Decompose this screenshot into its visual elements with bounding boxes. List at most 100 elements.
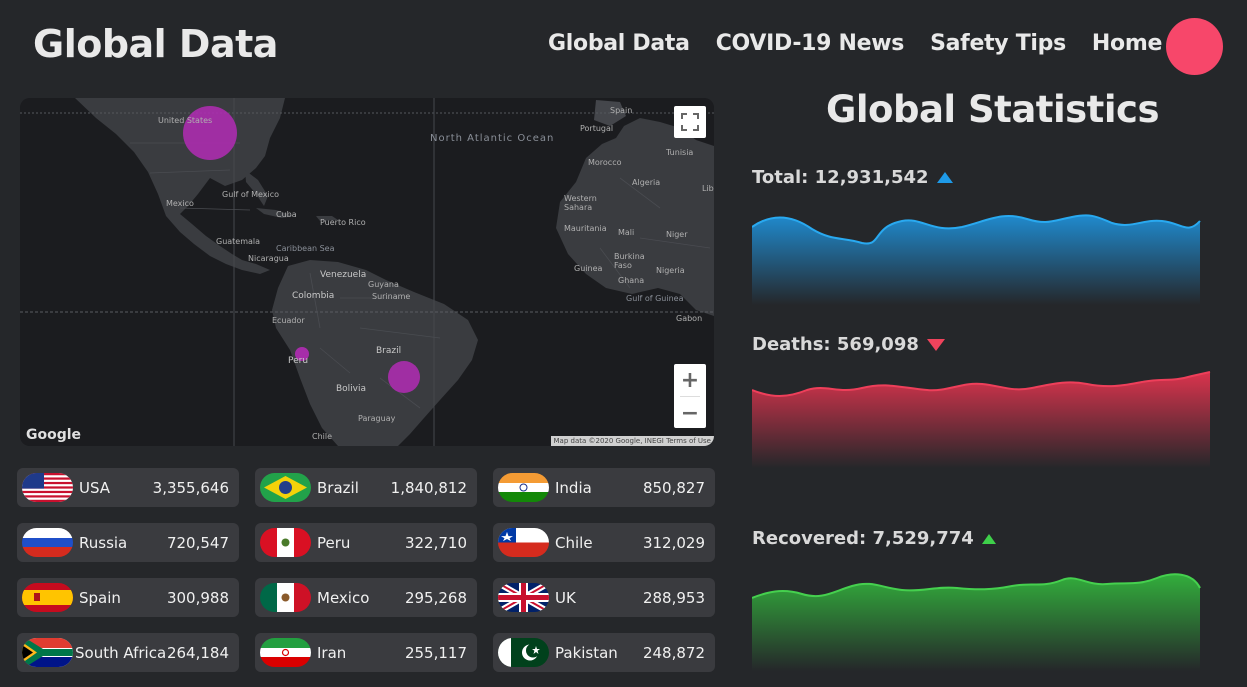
- nav-safety-tips[interactable]: Safety Tips: [930, 31, 1066, 56]
- country-name: Pakistan: [555, 644, 618, 662]
- country-card-spain[interactable]: Spain 300,988: [17, 578, 239, 617]
- map-canvas: [20, 98, 714, 446]
- zoom-out-button[interactable]: −: [680, 400, 700, 426]
- map-label-burkina: Burkina Faso: [614, 252, 645, 270]
- zoom-in-button[interactable]: +: [680, 367, 700, 393]
- map-label-ecuador: Ecuador: [272, 316, 305, 325]
- brand-title[interactable]: Global Data: [33, 22, 278, 66]
- map-label-algeria: Algeria: [632, 178, 661, 187]
- stat-recovered: Recovered: 7,529,774: [752, 528, 996, 549]
- country-card-usa[interactable]: USA 3,355,646: [17, 468, 239, 507]
- stat-deaths: Deaths: 569,098: [752, 334, 945, 355]
- fullscreen-icon: [681, 113, 699, 131]
- map-label-guinea: Guinea: [574, 264, 603, 273]
- avatar[interactable]: [1166, 18, 1223, 75]
- deaths-area: [752, 372, 1210, 468]
- country-name: Mexico: [317, 589, 370, 607]
- stat-total-label: Total: 12,931,542: [752, 167, 929, 188]
- stat-deaths-label: Deaths: 569,098: [752, 334, 919, 355]
- country-name: USA: [79, 479, 111, 497]
- map-label-gulf-mexico: Gulf of Mexico: [222, 190, 280, 199]
- nav-home[interactable]: Home: [1091, 31, 1163, 56]
- country-card-pakistan[interactable]: Pakistan 248,872: [493, 633, 715, 672]
- nav-covid-news[interactable]: COVID-19 News: [715, 31, 905, 56]
- world-map[interactable]: United States North Atlantic Ocean Portu…: [20, 98, 714, 446]
- country-case-count: 3,355,646: [152, 479, 229, 497]
- bubble-brazil: [388, 361, 420, 393]
- map-label-bolivia: Bolivia: [336, 384, 367, 394]
- map-label-ghana: Ghana: [618, 276, 645, 285]
- map-label-brazil: Brazil: [376, 346, 402, 356]
- bubble-usa: [183, 106, 237, 160]
- total-area: [752, 215, 1200, 305]
- map-label-peru: Peru: [288, 356, 309, 366]
- usa-flag-icon: [22, 473, 73, 502]
- india-flag-icon: [498, 473, 549, 502]
- country-case-count: 264,184: [166, 644, 229, 662]
- map-label-western-sahara: Western Sahara: [564, 194, 597, 212]
- map-label-morocco: Morocco: [588, 158, 622, 167]
- country-card-brazil[interactable]: Brazil 1,840,812: [255, 468, 477, 507]
- map-label-mali: Mali: [618, 228, 635, 237]
- russia-flag-icon: [22, 528, 73, 557]
- country-card-southafrica[interactable]: South Africa 264,184: [17, 633, 239, 672]
- map-label-niger: Niger: [666, 230, 688, 239]
- pakistan-flag-icon: [498, 638, 549, 667]
- map-label-suriname: Suriname: [372, 292, 411, 301]
- uk-flag-icon: [498, 583, 549, 612]
- trend-up-icon: [981, 533, 996, 544]
- map-label-portugal: Portugal: [580, 124, 614, 133]
- trend-down-icon: [926, 338, 945, 351]
- country-name: Spain: [79, 589, 121, 607]
- chile-flag-icon: [498, 528, 549, 557]
- country-name: Russia: [79, 534, 128, 552]
- map-label-guyana: Guyana: [368, 280, 399, 289]
- country-card-peru[interactable]: Peru 322,710: [255, 523, 477, 562]
- country-card-india[interactable]: India 850,827: [493, 468, 715, 507]
- mexico-flag-icon: [260, 583, 311, 612]
- main-nav: Global Data COVID-19 News Safety Tips Ho…: [548, 31, 1162, 56]
- country-case-count: 300,988: [166, 589, 229, 607]
- recovered-sparkline: [752, 573, 1201, 671]
- map-label-mauritania: Mauritania: [564, 224, 607, 233]
- map-label-spain: Spain: [610, 106, 633, 115]
- map-label-mexico: Mexico: [166, 199, 194, 208]
- fullscreen-button[interactable]: [674, 106, 706, 138]
- spain-flag-icon: [22, 583, 73, 612]
- country-case-count: 322,710: [404, 534, 467, 552]
- southafrica-flag-icon: [22, 638, 73, 667]
- country-card-chile[interactable]: Chile 312,029: [493, 523, 715, 562]
- map-label-venezuela: Venezuela: [320, 270, 367, 280]
- country-name: Iran: [317, 644, 347, 662]
- country-name: India: [555, 479, 592, 497]
- country-case-count: 248,872: [642, 644, 705, 662]
- country-card-iran[interactable]: Iran 255,117: [255, 633, 477, 672]
- country-case-count: 288,953: [642, 589, 705, 607]
- bubble-peru: [295, 347, 309, 361]
- country-case-count: 312,029: [642, 534, 705, 552]
- map-label-gulf-guinea: Gulf of Guinea: [626, 294, 684, 303]
- stat-total: Total: 12,931,542: [752, 167, 953, 188]
- map-label-ocean: North Atlantic Ocean: [430, 134, 553, 144]
- map-label-gabon: Gabon: [676, 314, 703, 323]
- trend-up-icon: [936, 172, 953, 183]
- map-label-tunisia: Tunisia: [666, 148, 694, 157]
- recovered-area: [752, 574, 1200, 671]
- map-label-us: United States: [158, 116, 213, 125]
- nav-global-data[interactable]: Global Data: [548, 31, 690, 56]
- country-card-russia[interactable]: Russia 720,547: [17, 523, 239, 562]
- peru-flag-icon: [260, 528, 311, 557]
- stat-recovered-label: Recovered: 7,529,774: [752, 528, 974, 549]
- deaths-line: [752, 371, 1211, 397]
- country-case-count: 720,547: [166, 534, 229, 552]
- stats-title: Global Statistics: [826, 88, 1160, 131]
- country-case-count: 295,268: [404, 589, 467, 607]
- country-card-mexico[interactable]: Mexico 295,268: [255, 578, 477, 617]
- deaths-sparkline: [752, 371, 1211, 468]
- recovered-line: [752, 573, 1201, 599]
- country-name: Chile: [555, 534, 593, 552]
- country-card-uk[interactable]: UK 288,953: [493, 578, 715, 617]
- country-case-count: 255,117: [404, 644, 467, 662]
- map-attribution[interactable]: Map data ©2020 Google, INEGI Terms of Us…: [550, 436, 714, 446]
